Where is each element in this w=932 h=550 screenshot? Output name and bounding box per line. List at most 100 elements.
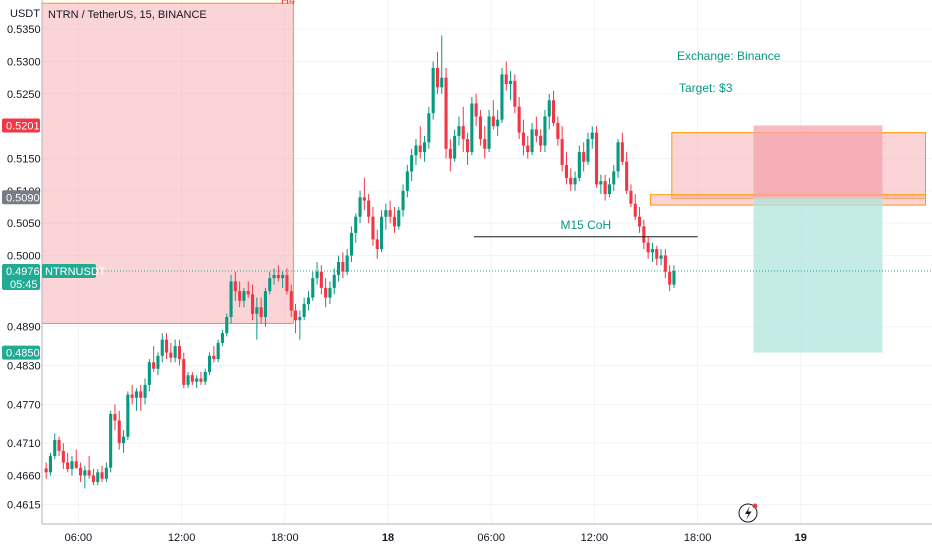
candle [543, 109, 547, 153]
target-annotation[interactable]: Target: $3 [679, 81, 733, 95]
price-tick-label: 0.5300 [7, 56, 41, 68]
candle [53, 433, 57, 460]
candle [126, 391, 130, 440]
candle [616, 139, 620, 178]
candle [156, 352, 160, 376]
candle [117, 410, 121, 450]
candle [655, 245, 659, 266]
price-badge: 0.5090 [2, 190, 40, 205]
price-axis-unit[interactable]: USDT [10, 8, 40, 20]
candle [354, 213, 358, 243]
candle [577, 145, 581, 182]
position-stop-area[interactable] [753, 125, 883, 198]
candle [358, 190, 362, 224]
candle [625, 152, 629, 195]
candle [319, 265, 323, 295]
candle [380, 210, 384, 253]
candle [487, 109, 491, 153]
candle [251, 284, 255, 321]
candle [384, 203, 388, 230]
candle [186, 371, 190, 389]
candle [306, 291, 310, 311]
candle [341, 252, 345, 279]
candle [444, 67, 448, 159]
candle [517, 97, 521, 140]
candle [246, 281, 250, 298]
candle [620, 132, 624, 165]
candle [57, 436, 61, 457]
candle [530, 122, 534, 156]
candle [629, 184, 633, 208]
price-badge-label: 0.4976 [6, 266, 40, 278]
candle [66, 452, 70, 473]
candle [457, 116, 461, 146]
candle [638, 207, 642, 233]
price-badge-label: 0.5090 [6, 192, 40, 204]
candle [534, 116, 538, 143]
candle [521, 119, 525, 156]
candle [238, 281, 242, 308]
time-tick-label: 06:00 [477, 532, 505, 544]
symbol-legend[interactable]: NTRN / TetherUS, 15, BINANCE [48, 9, 207, 21]
candle [220, 329, 224, 347]
candle [509, 71, 513, 101]
price-tick-label: 0.5000 [7, 251, 41, 263]
candle [104, 462, 108, 482]
candle [79, 462, 83, 482]
time-tick-label: 12:00 [581, 532, 609, 544]
symbol-tag-label: NTRNUSDT [45, 266, 106, 278]
candle [504, 61, 508, 91]
candle [173, 339, 177, 363]
candle [242, 287, 246, 308]
bolt-icon[interactable] [738, 503, 758, 523]
candle [410, 148, 414, 182]
candle [466, 132, 470, 165]
position-target-area[interactable] [753, 197, 883, 353]
candle [139, 384, 143, 411]
candle [74, 449, 78, 470]
price-axis[interactable] [0, 0, 42, 524]
candle [418, 126, 422, 159]
short-position-tool[interactable] [753, 125, 883, 353]
candle [470, 97, 474, 156]
candle [160, 333, 164, 363]
candle [526, 135, 530, 159]
candle [663, 249, 667, 279]
candle [448, 139, 452, 172]
candle [564, 152, 568, 185]
candle [650, 242, 654, 262]
candle [294, 304, 298, 334]
candle [212, 346, 216, 363]
candle [461, 106, 465, 153]
price-badge: 0.5201 [2, 118, 40, 133]
candle [147, 359, 151, 392]
price-tick-label: 0.4615 [7, 500, 41, 512]
candle [311, 271, 315, 301]
candle [397, 207, 401, 230]
candle [285, 268, 289, 295]
candle [229, 274, 233, 324]
price-badge-label: 0.5201 [6, 121, 40, 133]
candle [547, 93, 551, 130]
candle [70, 456, 74, 476]
candle [122, 430, 126, 453]
candle [659, 249, 663, 266]
candle [130, 384, 134, 405]
candle [44, 462, 48, 479]
coh-layer[interactable]: M15 CoH [474, 218, 698, 238]
candle [599, 174, 603, 195]
price-tick-label: 0.5150 [7, 153, 41, 165]
candle [401, 184, 405, 217]
candle [612, 164, 616, 191]
time-axis[interactable] [0, 524, 932, 550]
exchange-annotation[interactable]: Exchange: Binance [677, 49, 781, 63]
candle [552, 90, 556, 127]
candle [345, 249, 349, 275]
price-badge-label: 0.4850 [6, 348, 40, 360]
candle [272, 268, 276, 285]
candle [182, 352, 186, 389]
candle [233, 271, 237, 301]
candle [440, 35, 444, 94]
candle [414, 139, 418, 165]
